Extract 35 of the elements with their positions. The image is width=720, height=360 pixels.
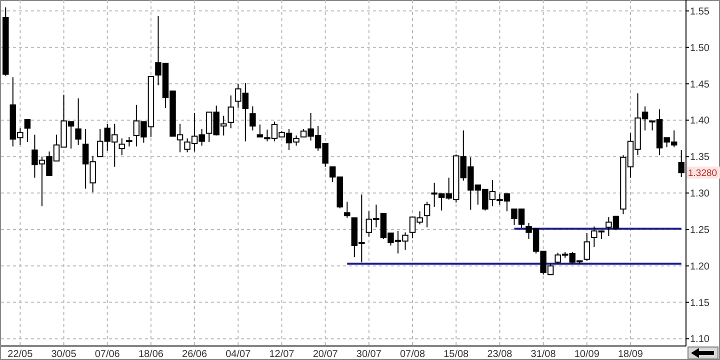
x-tick-label: 12/07: [269, 349, 295, 360]
x-tick-label: 04/07: [226, 349, 252, 360]
x-tick-label: 23/08: [487, 349, 513, 360]
x-tick-label: 30/05: [51, 349, 77, 360]
x-tick-label: 30/07: [356, 349, 382, 360]
x-tick-label: 15/08: [444, 349, 470, 360]
x-tick-label: 20/07: [312, 349, 338, 360]
annotation: 1.3280: [688, 168, 718, 179]
y-tick-label: 1.25: [690, 224, 710, 236]
candlestick: [228, 94, 234, 129]
y-tick-label: 1.55: [690, 6, 710, 18]
candlestick: [344, 201, 350, 218]
candlestick: [250, 106, 256, 131]
y-tick-label: 1.30: [690, 188, 710, 200]
candlestick: [118, 138, 126, 156]
candlestick: [424, 201, 430, 228]
candlestick: [584, 232, 590, 262]
candlestick: [75, 98, 82, 146]
x-tick-label: 07/08: [400, 349, 426, 360]
x-tick-label: 10/09: [574, 349, 600, 360]
x-tick-label: 18/09: [618, 349, 644, 360]
candlestick: [126, 136, 132, 147]
y-tick-label: 1.10: [690, 334, 710, 346]
y-tick-label: 1.50: [690, 42, 710, 54]
x-tick-label: 26/06: [182, 349, 208, 360]
y-tick-label: 1.20: [690, 261, 710, 272]
y-tick-label: 1.40: [690, 116, 710, 127]
candlestick: [24, 118, 31, 143]
x-tick-label: 22/05: [8, 349, 34, 360]
y-tick-label: 1.35: [690, 152, 710, 164]
x-tick-label: 18/06: [138, 349, 164, 360]
x-tick-label: 07/06: [94, 349, 120, 360]
y-tick-label: 1.45: [690, 79, 710, 90]
y-tick-label: 1.15: [690, 298, 710, 309]
x-tick-label: 31/08: [530, 349, 556, 360]
